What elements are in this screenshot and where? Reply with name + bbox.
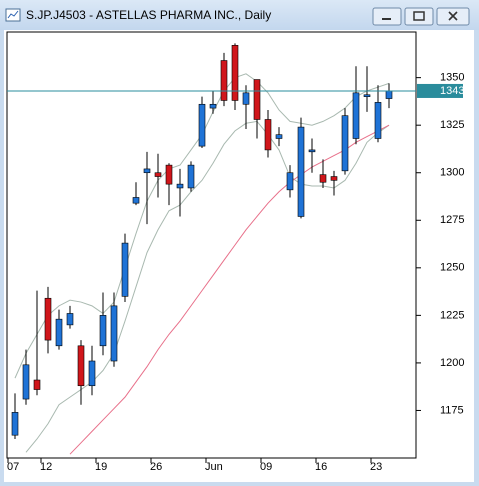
candle-body (132, 197, 140, 204)
candle-body (374, 102, 382, 139)
x-tick-label: Jun (205, 461, 223, 473)
candle-body (99, 315, 107, 347)
close-glyph (448, 11, 458, 21)
x-tick-label: 12 (40, 461, 52, 473)
candle-body (286, 172, 294, 191)
x-tick-label: 23 (370, 461, 382, 473)
x-tick-label: 16 (315, 461, 327, 473)
x-tick-label: 09 (260, 461, 272, 473)
x-tick-label: 19 (95, 461, 107, 473)
candle-body (88, 360, 96, 387)
candle-body (198, 103, 206, 147)
y-tick-label: 1250 (440, 262, 464, 274)
x-tick-label: 07 (7, 461, 19, 473)
candle-body (143, 168, 151, 174)
candle-body (209, 103, 217, 109)
maximize-glyph (413, 11, 425, 21)
candle-body (385, 90, 393, 99)
window-title: S.JP.J4503 - ASTELLAS PHARMA INC., Daily (26, 8, 271, 22)
candle-body (242, 92, 250, 105)
candle-body (341, 115, 349, 172)
last-price-label: 1343 (440, 85, 464, 97)
candle-body (77, 345, 85, 387)
candle-body (165, 164, 173, 185)
y-tick-label: 1350 (440, 72, 464, 84)
minimize-button[interactable] (372, 7, 402, 26)
y-tick-label: 1225 (440, 309, 464, 321)
overlay-line (25, 120, 390, 453)
candle-body (264, 119, 272, 151)
plot-frame (6, 31, 417, 459)
candle-body (22, 364, 30, 400)
candle-body (352, 92, 360, 139)
candle-body (319, 174, 327, 183)
candle-body (330, 176, 338, 181)
candle-body (154, 172, 162, 177)
candle-body (110, 305, 118, 362)
x-tick-label: 26 (150, 461, 162, 473)
candle-body (253, 79, 261, 120)
y-tick-label: 1175 (440, 404, 464, 416)
candle-body (275, 134, 283, 139)
y-tick-label: 1300 (440, 167, 464, 179)
y-tick-label: 1325 (440, 119, 464, 131)
overlay-line (69, 124, 390, 455)
candle-body (44, 297, 52, 341)
maximize-button[interactable] (404, 7, 434, 26)
candle-body (297, 126, 305, 217)
candle-body (231, 45, 239, 101)
window-icon-glyph (7, 10, 19, 19)
candle-body (363, 94, 371, 97)
candle-body (187, 164, 195, 189)
y-tick-label: 1275 (440, 214, 464, 226)
candle-body (220, 60, 228, 101)
last-price-box (417, 83, 463, 98)
candle-body (121, 242, 129, 297)
candle-body (11, 412, 19, 436)
candle-body (66, 313, 74, 326)
y-tick-label: 1200 (440, 357, 464, 369)
candle-body (33, 379, 41, 390)
candle-body (55, 318, 63, 347)
minimize-glyph (382, 18, 391, 20)
candle-body (176, 183, 184, 189)
candle-body (308, 149, 316, 153)
